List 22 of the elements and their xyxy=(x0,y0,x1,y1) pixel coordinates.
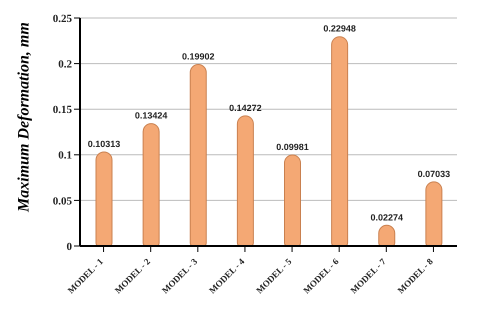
bar xyxy=(425,181,442,246)
data-label: 0.22948 xyxy=(323,24,356,34)
y-axis-title: Maximum Deformation, mm xyxy=(16,22,33,213)
data-label: 0.07033 xyxy=(418,168,450,179)
y-tick-label: 0.05 xyxy=(52,195,72,208)
data-label: 0.02274 xyxy=(370,212,404,222)
bar xyxy=(190,64,207,246)
bar xyxy=(236,115,254,246)
bar xyxy=(284,154,301,246)
y-tick-label: 0 xyxy=(66,240,72,253)
y-tick-label: 0.2 xyxy=(58,58,72,71)
data-label: 0.09981 xyxy=(276,142,309,152)
data-label: 0.10313 xyxy=(88,138,120,149)
bar xyxy=(331,36,348,246)
y-tick-label: 0.15 xyxy=(52,104,72,116)
data-label: 0.19902 xyxy=(182,51,215,62)
data-label: 0.13424 xyxy=(134,110,168,121)
bar xyxy=(96,151,112,246)
bar xyxy=(142,123,160,246)
y-tick-label: 0.25 xyxy=(52,12,72,25)
y-tick-label: 0.1 xyxy=(58,150,72,162)
data-label: 0.14272 xyxy=(229,102,262,113)
